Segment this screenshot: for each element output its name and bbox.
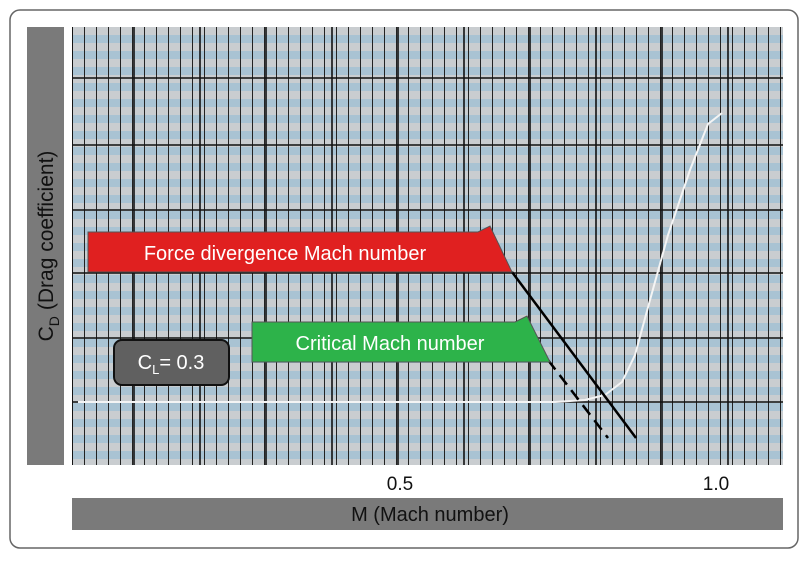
critical-line bbox=[547, 359, 609, 439]
callout-critical: Critical Mach number bbox=[251, 315, 551, 363]
y-text: (Drag coefficient) bbox=[35, 151, 58, 311]
lift-box-shape bbox=[113, 339, 230, 386]
lift-text: = 0.3 bbox=[159, 352, 204, 374]
y-symbol: C bbox=[35, 326, 58, 341]
callout-label: Force divergence Mach number bbox=[144, 243, 427, 265]
callout-shape bbox=[251, 315, 551, 363]
callout-force: Force divergence Mach number bbox=[87, 225, 513, 273]
y-subscript: D bbox=[46, 316, 62, 326]
x-axis-label: M (Mach number) bbox=[351, 504, 509, 526]
lift-box: CL= 0.3 bbox=[113, 339, 230, 386]
x-tick-label: 1.0 bbox=[703, 474, 729, 495]
callout-shape bbox=[87, 225, 513, 273]
grid-major bbox=[72, 27, 783, 465]
lift-symbol: C bbox=[138, 352, 152, 374]
lift-label: CL= 0.3 bbox=[138, 352, 205, 377]
y-axis-label: CD (Drag coefficient) bbox=[35, 151, 62, 342]
force-divergence-line bbox=[510, 271, 638, 439]
lift-subscript: L bbox=[152, 362, 159, 377]
x-tick-label: 0.5 bbox=[387, 474, 413, 495]
x-axis-bar bbox=[72, 498, 783, 530]
y-axis-bar bbox=[27, 27, 64, 465]
drag-curve bbox=[78, 112, 723, 403]
callout-label: Critical Mach number bbox=[296, 333, 485, 355]
